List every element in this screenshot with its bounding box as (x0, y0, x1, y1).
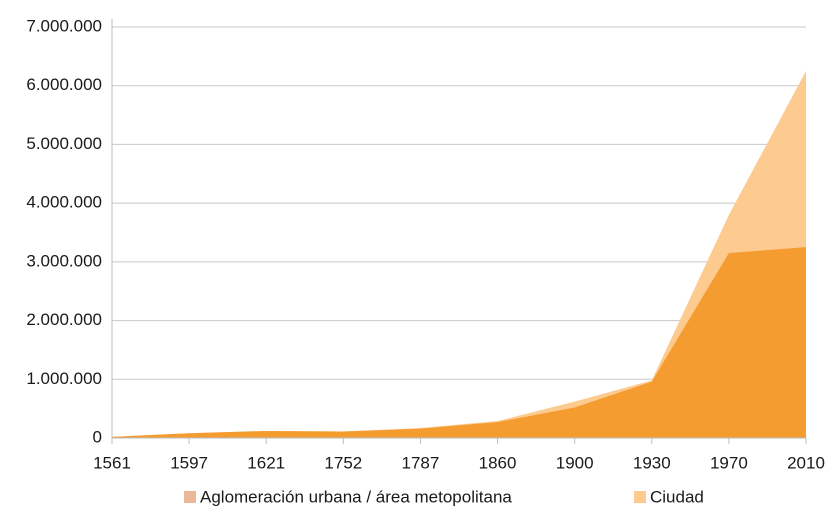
x-tick-label: 1900 (556, 453, 594, 472)
legend-swatch (184, 491, 196, 503)
y-tick-label: 3.000.000 (26, 251, 102, 270)
x-tick-label: 1787 (402, 453, 440, 472)
x-tick-label: 1860 (479, 453, 517, 472)
y-tick-label: 5.000.000 (26, 134, 102, 153)
legend-label: Aglomeración urbana / área metopolitana (200, 487, 512, 506)
x-tick-label: 1970 (710, 453, 748, 472)
y-tick-label: 1.000.000 (26, 369, 102, 388)
y-tick-label: 0 (93, 427, 102, 446)
x-tick-label: 1561 (93, 453, 131, 472)
y-tick-label: 7.000.000 (26, 16, 102, 35)
x-tick-label: 1752 (324, 453, 362, 472)
y-tick-label: 2.000.000 (26, 310, 102, 329)
legend-swatch (634, 491, 646, 503)
area (112, 247, 806, 438)
x-tick-label: 1621 (247, 453, 285, 472)
y-tick-label: 6.000.000 (26, 75, 102, 94)
x-tick-label: 2010 (787, 453, 825, 472)
x-tick-label: 1930 (633, 453, 671, 472)
x-tick-label: 1597 (170, 453, 208, 472)
legend-label: Ciudad (650, 487, 704, 506)
y-tick-label: 4.000.000 (26, 193, 102, 212)
